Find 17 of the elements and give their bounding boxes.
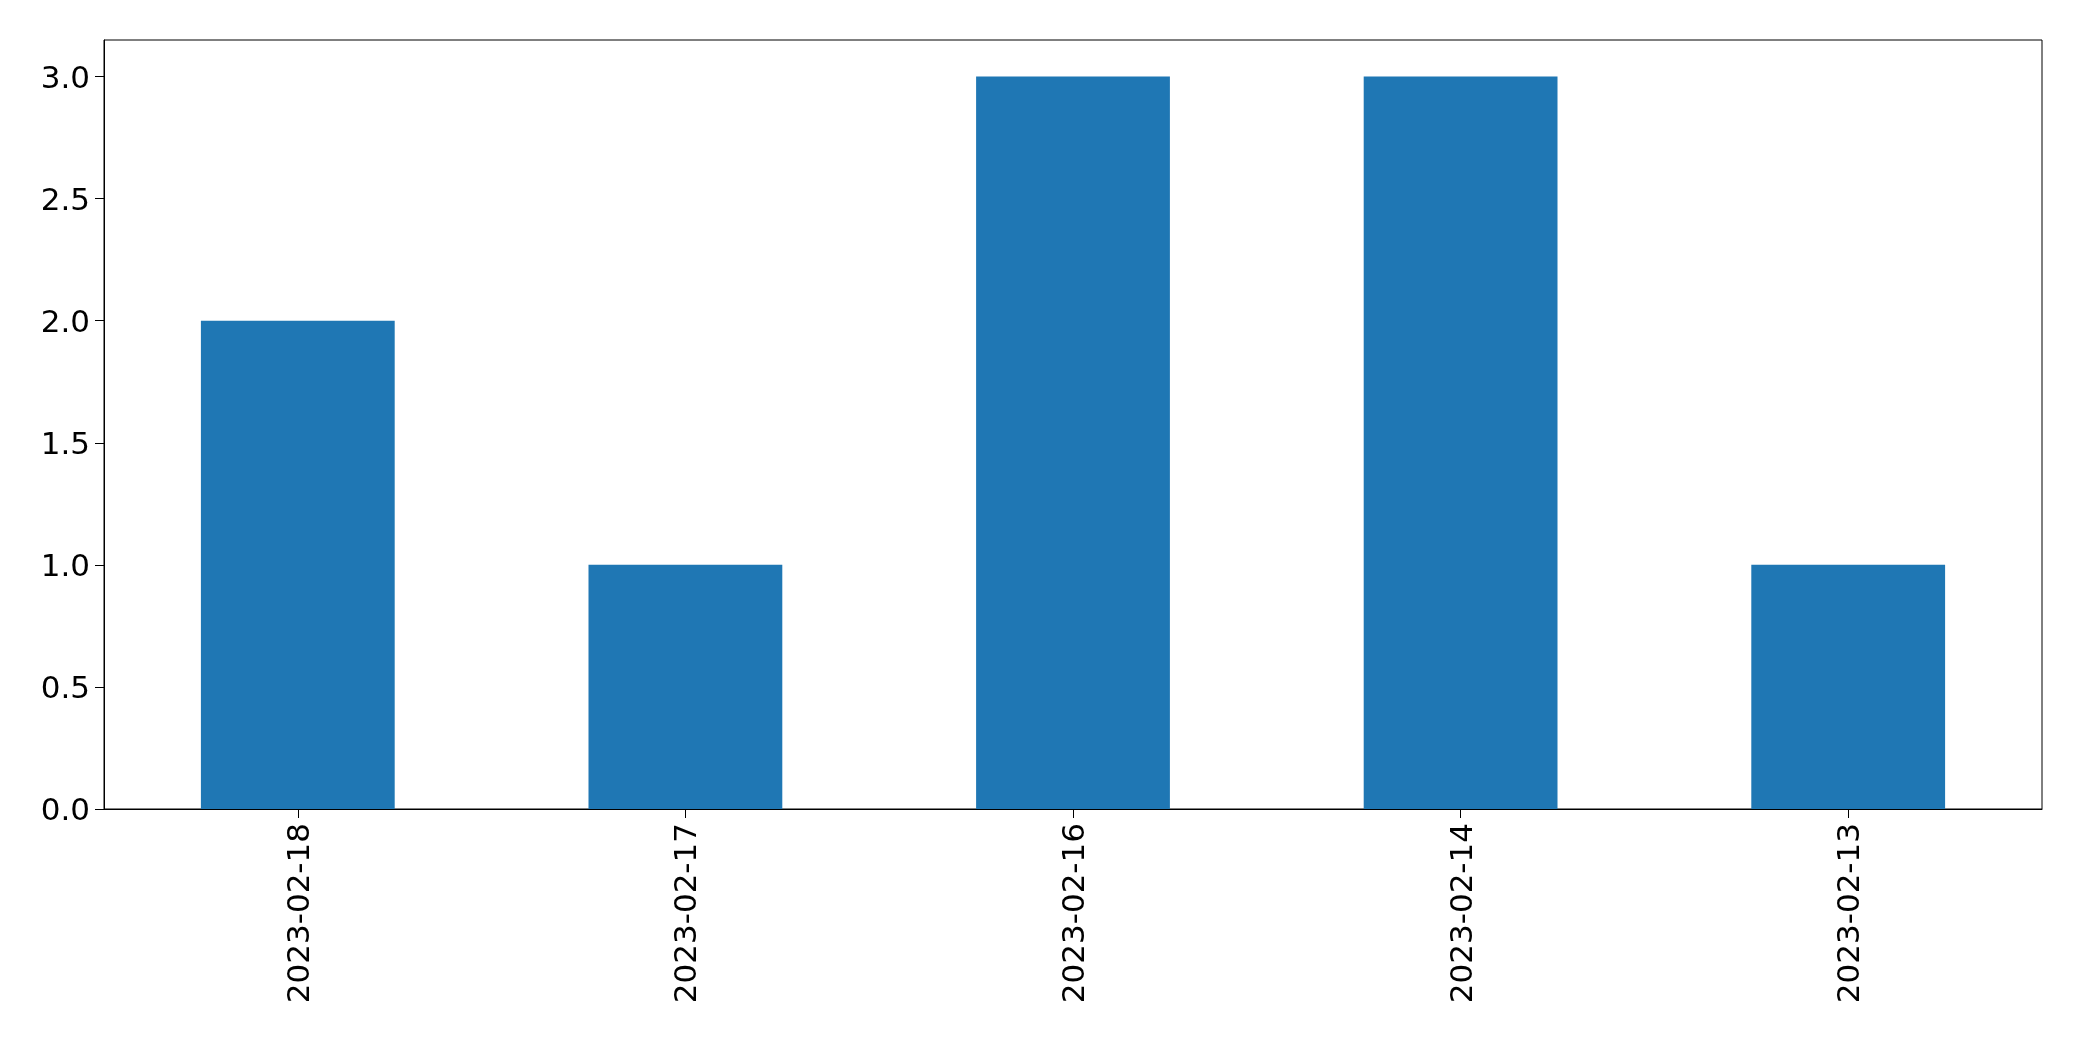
y-tick-label: 1.5 <box>40 424 90 461</box>
x-tick-label: 2023-02-18 <box>279 823 316 1004</box>
y-tick-label: 0.5 <box>40 668 90 705</box>
bar <box>1363 76 1558 809</box>
bar <box>1751 564 1946 809</box>
y-tick-label: 1.0 <box>40 546 90 583</box>
bar <box>976 76 1170 809</box>
y-tick-label: 3.0 <box>40 58 90 95</box>
x-tick-label: 2023-02-13 <box>1830 823 1867 1004</box>
y-tick-label: 2.0 <box>40 302 90 339</box>
x-tick-label: 2023-02-16 <box>1055 823 1091 1004</box>
bar <box>200 320 395 809</box>
y-tick-label: 2.5 <box>40 180 90 217</box>
bar <box>588 564 783 809</box>
x-tick-label: 2023-02-17 <box>667 823 704 1004</box>
x-tick-label: 2023-02-14 <box>1442 823 1479 1004</box>
y-tick-label: 0.0 <box>40 791 90 827</box>
